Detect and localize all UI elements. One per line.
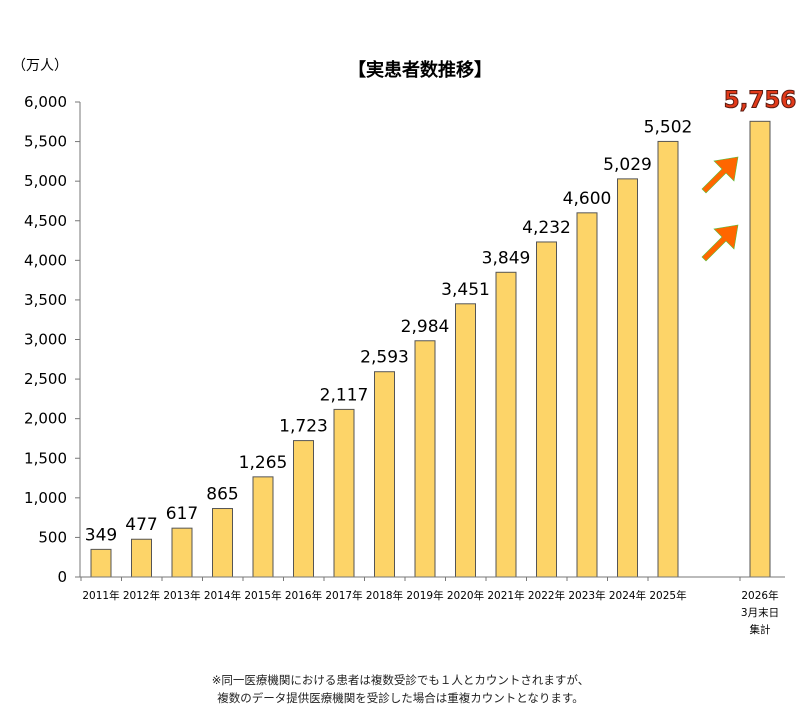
y-tick-label: 5,500 bbox=[24, 133, 67, 151]
y-tick-label: 500 bbox=[38, 528, 67, 546]
value-label: 865 bbox=[206, 485, 238, 505]
bar bbox=[252, 476, 274, 578]
x-tick-label: 2011年 bbox=[82, 589, 119, 602]
y-tick-label: 0 bbox=[57, 568, 67, 586]
growth-arrows bbox=[701, 156, 739, 262]
footnote-line-2: 複数のデータ提供医療機関を受診した場合は重複カウントとなります。 bbox=[217, 691, 584, 705]
bar-chart: （万人） 【実患者数推移】 0 500 1,000 1,500 2,000 2,500 3,… bbox=[12, 58, 797, 636]
value-label: 477 bbox=[125, 515, 157, 535]
x-tick-label: 2024年 bbox=[609, 589, 646, 602]
value-label: 1,265 bbox=[239, 453, 288, 473]
y-axis: 0 500 1,000 1,500 2,000 2,500 3,000 3,500 4,000 4… bbox=[24, 93, 81, 586]
x-tick-label: 2012年 bbox=[123, 589, 160, 602]
bar bbox=[90, 548, 112, 578]
x-tick-label: 2019年 bbox=[406, 589, 443, 602]
up-arrow-icon bbox=[701, 224, 739, 262]
bar bbox=[455, 303, 476, 578]
x-axis: 2011年 2012年 2013年 2014年 2015年 2016年 2017年 2018年… bbox=[80, 576, 785, 636]
value-label: 5,502 bbox=[644, 117, 693, 137]
bar bbox=[333, 408, 355, 578]
value-label: 4,232 bbox=[522, 218, 571, 238]
up-arrow-icon bbox=[701, 156, 739, 194]
bar bbox=[212, 508, 233, 578]
x-tick-label: 2026年 bbox=[741, 589, 778, 602]
value-label: 2,117 bbox=[320, 385, 369, 405]
y-tick-label: 2,000 bbox=[24, 410, 67, 428]
unit-label: （万人） bbox=[12, 58, 68, 74]
y-tick-label: 1,500 bbox=[24, 449, 67, 467]
value-label: 5,029 bbox=[603, 155, 652, 175]
value-label: 3,451 bbox=[441, 280, 490, 300]
y-tick-label: 5,000 bbox=[24, 172, 67, 190]
bar bbox=[749, 120, 771, 578]
value-label: 4,600 bbox=[563, 189, 612, 209]
x-tick-label: 2025年 bbox=[649, 589, 686, 602]
value-label: 617 bbox=[166, 504, 198, 524]
chart-title: 【実患者数推移】 bbox=[348, 59, 492, 81]
bar bbox=[171, 527, 193, 578]
x-tick-label: 3月末日 bbox=[741, 606, 779, 619]
bar bbox=[657, 140, 679, 578]
x-tick-label: 2017年 bbox=[325, 589, 362, 602]
bar bbox=[536, 241, 557, 578]
value-label: 2,984 bbox=[401, 317, 450, 337]
highlight-value-label: 5,756 bbox=[724, 87, 797, 113]
bar bbox=[414, 340, 436, 578]
x-tick-label: 2021年 bbox=[487, 589, 524, 602]
y-tick-label: 3,000 bbox=[24, 331, 67, 349]
value-label: 2,593 bbox=[360, 348, 409, 368]
value-label: 349 bbox=[85, 525, 117, 545]
x-tick-label: 2023年 bbox=[568, 589, 605, 602]
y-tick-label: 3,500 bbox=[24, 291, 67, 309]
x-tick-label: 2020年 bbox=[447, 589, 484, 602]
x-tick-label: 2014年 bbox=[204, 589, 241, 602]
y-tick-label: 4,500 bbox=[24, 212, 67, 230]
y-tick-label: 6,000 bbox=[24, 93, 67, 111]
x-tick-label: 2016年 bbox=[285, 589, 322, 602]
x-tick-label: 2022年 bbox=[528, 589, 565, 602]
y-tick-label: 2,500 bbox=[24, 370, 67, 388]
bar bbox=[131, 538, 152, 578]
x-tick-label: 2018年 bbox=[366, 589, 403, 602]
value-label: 3,849 bbox=[482, 248, 531, 268]
x-tick-label: 集計 bbox=[750, 623, 771, 636]
bar bbox=[576, 212, 598, 578]
bar bbox=[617, 178, 638, 578]
bar bbox=[495, 271, 517, 578]
x-tick-label: 2013年 bbox=[163, 589, 200, 602]
y-tick-label: 4,000 bbox=[24, 251, 67, 269]
bar bbox=[374, 371, 395, 578]
y-tick-label: 1,000 bbox=[24, 489, 67, 507]
bars bbox=[90, 120, 771, 578]
x-tick-label: 2015年 bbox=[244, 589, 281, 602]
value-label: 1,723 bbox=[279, 417, 328, 437]
bar bbox=[293, 440, 314, 578]
footnote-line-1: ※同一医療機関における患者は複数受診でも１人とカウントされますが、 bbox=[211, 673, 590, 687]
